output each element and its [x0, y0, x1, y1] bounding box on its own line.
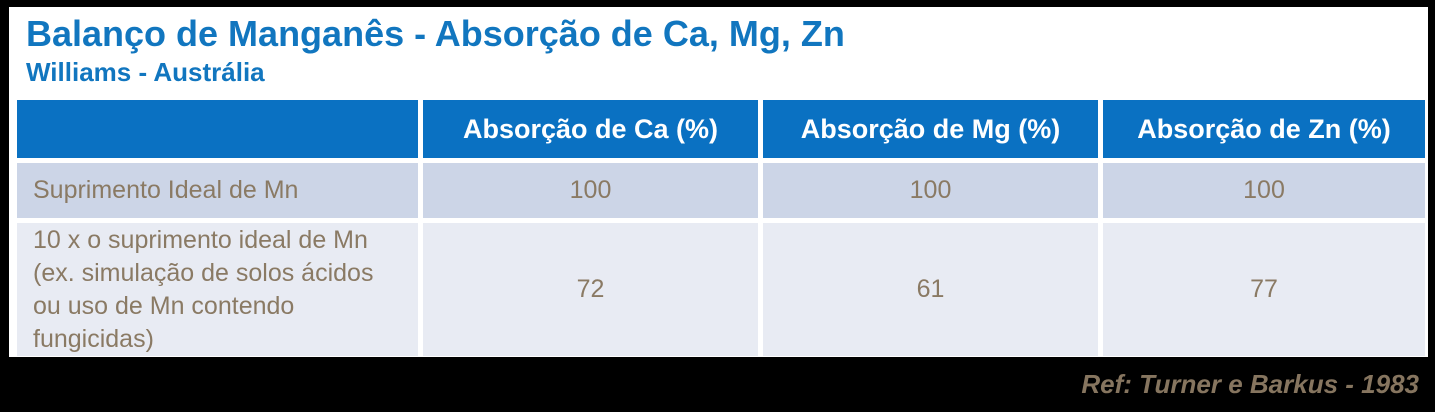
page-subtitle: Williams - Austrália: [26, 57, 265, 87]
data-table: Absorção de Ca (%) Absorção de Mg (%) Ab…: [17, 100, 1425, 356]
value-10x-ca: 72: [423, 223, 758, 356]
value-ideal-zn: 100: [1103, 163, 1425, 218]
value-ideal-ca: 100: [423, 163, 758, 218]
table-header-empty: [17, 100, 418, 158]
value-ideal-mg: 100: [763, 163, 1098, 218]
table-header-ca: Absorção de Ca (%): [423, 100, 758, 158]
right-border: [1428, 0, 1435, 412]
left-border: [0, 0, 9, 412]
reference-text: Ref: Turner e Barkus - 1983: [1081, 369, 1419, 399]
page-title: Balanço de Manganês - Absorção de Ca, Mg…: [26, 13, 845, 54]
footer-bar: Ref: Turner e Barkus - 1983: [0, 357, 1435, 412]
row-label-ideal-mn: Suprimento Ideal de Mn: [17, 163, 418, 218]
value-10x-zn: 77: [1103, 223, 1425, 356]
row-label-10x-mn: 10 x o suprimento ideal de Mn (ex. simul…: [17, 223, 418, 356]
table-header-zn: Absorção de Zn (%): [1103, 100, 1425, 158]
table-header-mg: Absorção de Mg (%): [763, 100, 1098, 158]
top-border: [0, 0, 1435, 7]
value-10x-mg: 61: [763, 223, 1098, 356]
title-block: Balanço de Manganês - Absorção de Ca, Mg…: [26, 13, 845, 87]
